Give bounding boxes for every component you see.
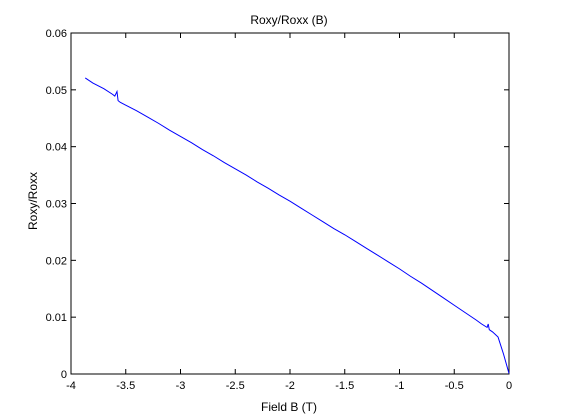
y-tick-label: 0.04	[46, 142, 67, 154]
y-tick-label: 0.05	[46, 85, 67, 97]
series-line	[84, 77, 510, 374]
x-axis-tick-labels: -4 -3.5 -3 -2.5 -2 -1.5 -1 -0.5 0	[66, 380, 512, 392]
x-tick-label: -4	[66, 380, 76, 392]
y-axis-label: Roxy/Roxx	[26, 172, 40, 230]
x-axis-label: Field B (T)	[261, 400, 317, 414]
x-axis-ticks	[70, 33, 510, 374]
y-tick-label: 0	[61, 369, 67, 381]
y-tick-label: 0.01	[46, 312, 67, 324]
x-tick-label: -2	[285, 380, 295, 392]
plot-frame	[70, 32, 510, 375]
x-tick-label: -2.5	[226, 380, 245, 392]
x-tick-label: 0	[506, 380, 512, 392]
y-axis-ticks	[71, 32, 509, 375]
y-tick-label: 0.03	[46, 199, 67, 211]
plot-area: -4 -3.5 -3 -2.5 -2 -1.5 -1 -0.5 0 00.010.020.030…	[46, 28, 512, 392]
y-tick-label: 0.02	[46, 255, 67, 267]
x-tick-label: -3.5	[116, 380, 135, 392]
x-tick-label: -3	[176, 380, 186, 392]
x-tick-label: -1	[395, 380, 405, 392]
chart-title: Roxy/Roxx (B)	[250, 13, 327, 27]
y-axis-tick-labels: 0 0.01 0.02 0.03 0.04 0.05 0.06	[46, 28, 67, 381]
x-tick-label: -1.5	[335, 380, 354, 392]
y-tick-label: 0.06	[46, 28, 67, 40]
x-tick-label: -0.5	[445, 380, 464, 392]
